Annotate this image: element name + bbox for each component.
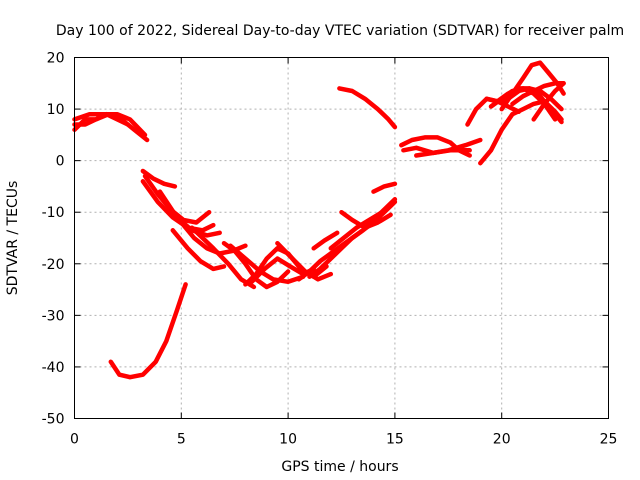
y-tick-label: -50 xyxy=(42,412,65,428)
series-arc-19 xyxy=(328,209,385,251)
y-tick-label: 20 xyxy=(47,51,65,67)
chart-title: Day 100 of 2022, Sidereal Day-to-day VTE… xyxy=(56,23,624,39)
series-arc-21 xyxy=(339,209,393,230)
series-arc-09 xyxy=(170,228,227,272)
series-arc-05 xyxy=(140,168,178,189)
x-tick-label: 20 xyxy=(493,432,511,448)
series-arc-33 xyxy=(531,81,566,122)
series-arc-23 xyxy=(337,86,398,130)
x-tick-labels: 0 5 10 15 20 25 xyxy=(70,432,617,448)
series-arc-34 xyxy=(510,81,566,107)
y-tick-label: -40 xyxy=(42,360,65,376)
series-arc-31 xyxy=(478,99,564,166)
x-tick-label: 15 xyxy=(386,432,404,448)
y-tick-label: -20 xyxy=(42,257,65,273)
x-tick-label: 0 xyxy=(70,432,79,448)
y-tick-label: -30 xyxy=(42,308,65,324)
x-tick-label: 25 xyxy=(600,432,618,448)
plot-frame xyxy=(74,57,609,419)
series-arc-13 xyxy=(228,243,306,285)
y-tick-label: -10 xyxy=(42,205,65,221)
y-tick-labels: -50 -40 -30 -20 -10 0 10 20 xyxy=(42,51,65,428)
y-tick-label: 0 xyxy=(56,154,65,170)
x-axis-label: GPS time / hours xyxy=(281,459,398,475)
x-tick-label: 5 xyxy=(177,432,186,448)
series-arc-26 xyxy=(414,148,472,158)
series-group xyxy=(72,60,566,380)
y-tick-label: 10 xyxy=(47,102,65,118)
axis-ticks xyxy=(74,57,609,419)
series-arc-03 xyxy=(72,111,148,138)
x-tick-label: 10 xyxy=(279,432,297,448)
series-arc-04 xyxy=(108,282,188,380)
y-axis-label: SDTVAR / TECUs xyxy=(5,181,21,296)
series-arc-20 xyxy=(311,230,340,251)
series-arc-22 xyxy=(371,181,398,194)
